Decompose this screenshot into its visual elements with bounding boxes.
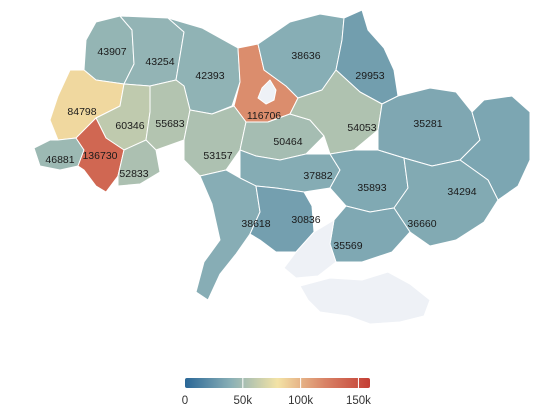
region-value-label: 42393 xyxy=(195,70,224,82)
region-kyiv-city[interactable] xyxy=(257,79,277,105)
region-value-label: 50464 xyxy=(273,136,302,148)
region-value-label: 84798 xyxy=(67,106,96,118)
region-value-label: 36660 xyxy=(407,218,436,230)
legend-tick-label: 50k xyxy=(234,395,253,407)
region-khmelnytskyi[interactable] xyxy=(145,79,191,151)
region-poltava[interactable] xyxy=(289,69,383,155)
region-ivano-frankivsk[interactable] xyxy=(75,117,125,193)
region-value-label: 38618 xyxy=(241,218,270,230)
region-value-label: 55683 xyxy=(155,118,184,130)
region-value-label: 29953 xyxy=(355,70,384,82)
region-odesa[interactable] xyxy=(195,169,261,301)
region-donetsk[interactable] xyxy=(393,157,499,247)
region-value-label: 136730 xyxy=(82,150,117,162)
region-value-label: 30836 xyxy=(291,214,320,226)
region-kirovohrad[interactable] xyxy=(239,149,341,193)
region-value-label: 35893 xyxy=(357,182,386,194)
region-value-label: 35281 xyxy=(413,118,442,130)
region-crimea[interactable] xyxy=(299,271,431,325)
region-value-label: 38636 xyxy=(291,50,320,62)
region-value-label: 35569 xyxy=(333,240,362,252)
legend-tick-label: 150k xyxy=(346,395,371,407)
color-scale-legend: 0 50k 100k 150k xyxy=(182,378,371,407)
region-value-label: 54053 xyxy=(347,122,376,134)
legend-color-bar xyxy=(185,378,370,388)
region-value-label: 43254 xyxy=(145,56,174,68)
region-value-label: 53157 xyxy=(203,150,232,162)
region-luhansk[interactable] xyxy=(459,95,531,201)
region-vinnytsia[interactable] xyxy=(183,105,247,177)
region-chernivtsi[interactable] xyxy=(117,139,161,187)
region-value-label: 34294 xyxy=(447,186,476,198)
region-value-label: 37882 xyxy=(303,170,332,182)
region-value-label: 43907 xyxy=(97,46,126,58)
region-kherson[interactable] xyxy=(283,219,337,279)
region-value-label: 60346 xyxy=(115,120,144,132)
region-value-label: 52833 xyxy=(119,168,148,180)
region-zaporizhzhia[interactable] xyxy=(329,205,411,263)
legend-tick-label: 0 xyxy=(182,395,188,407)
region-value-label: 46881 xyxy=(45,154,74,166)
legend-tick-label: 100k xyxy=(288,395,313,407)
region-value-label: 116706 xyxy=(247,110,281,122)
